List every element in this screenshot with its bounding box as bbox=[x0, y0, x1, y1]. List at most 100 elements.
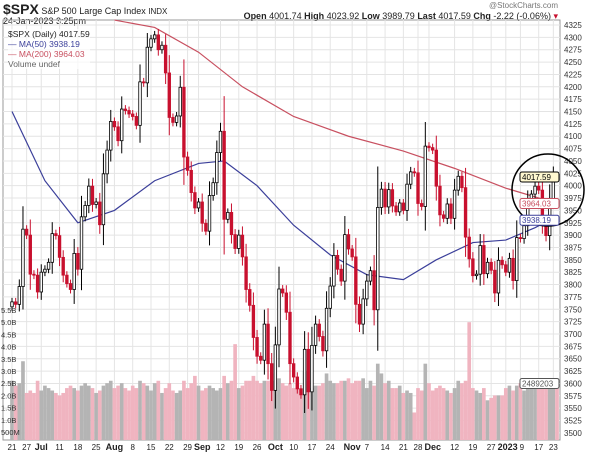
y-tick-label: 3875 bbox=[564, 243, 582, 252]
volume-bar bbox=[35, 380, 40, 440]
candle-body bbox=[522, 225, 526, 239]
y-tick-label: 4075 bbox=[564, 145, 582, 154]
candle-body bbox=[423, 145, 428, 207]
candle-body bbox=[13, 301, 18, 305]
candle-body bbox=[387, 189, 391, 208]
candle-body bbox=[302, 348, 307, 396]
volume-bar bbox=[189, 383, 194, 440]
volume-bar bbox=[507, 385, 512, 440]
volume-bar bbox=[17, 383, 22, 440]
candle-body bbox=[112, 121, 117, 128]
candle-body bbox=[372, 270, 376, 311]
volume-bar bbox=[463, 380, 468, 440]
volume-bar bbox=[43, 385, 47, 440]
volume-bar bbox=[452, 388, 457, 440]
legend-ma50: — MA(50) 3938.19 bbox=[8, 39, 80, 49]
volume-bar bbox=[247, 380, 252, 440]
volume-bar bbox=[310, 388, 314, 440]
candle-body bbox=[335, 254, 340, 270]
x-tick-label: 15 bbox=[147, 443, 156, 452]
y-tick-label: 3600 bbox=[564, 379, 582, 388]
price-tag bbox=[519, 214, 560, 226]
volume-bar bbox=[492, 395, 497, 440]
high-label: High bbox=[304, 11, 325, 21]
y-tick-label: 4050 bbox=[564, 157, 582, 166]
candle-body bbox=[240, 234, 245, 258]
candle-body bbox=[291, 363, 296, 378]
y-tick-label: 4025 bbox=[564, 169, 582, 178]
y-tick-label: 3650 bbox=[564, 355, 582, 364]
candle-body bbox=[317, 323, 321, 337]
volume-bar bbox=[514, 385, 519, 440]
candle-body bbox=[412, 171, 417, 174]
candle-body bbox=[299, 388, 303, 396]
volume-bar bbox=[295, 383, 300, 440]
candle-body bbox=[229, 211, 234, 236]
candle-body bbox=[226, 211, 230, 220]
volume-tick-label: 1.5B bbox=[1, 404, 16, 413]
last-value: 4017.59 bbox=[438, 11, 471, 21]
candle-body bbox=[87, 185, 91, 206]
volume-bar bbox=[244, 380, 248, 440]
legend-price: $SPX (Daily) 4017.59 bbox=[8, 29, 90, 39]
volume-tick-label: 4.5B bbox=[1, 330, 16, 339]
volume-bar bbox=[288, 383, 292, 440]
volume-bar bbox=[361, 378, 365, 440]
volume-bar bbox=[185, 388, 190, 440]
volume-bar bbox=[536, 383, 541, 440]
candle-body bbox=[94, 201, 98, 205]
candle-body bbox=[332, 254, 336, 287]
candle-body bbox=[280, 288, 285, 294]
candle-body bbox=[449, 203, 453, 219]
volume-bar bbox=[156, 380, 161, 440]
volume-bar bbox=[127, 390, 131, 440]
x-tick-label: 8 bbox=[130, 443, 135, 452]
candle-body bbox=[105, 149, 109, 175]
candle-body bbox=[145, 46, 150, 84]
candle-body bbox=[134, 116, 139, 126]
price-tag bbox=[519, 377, 560, 389]
volume-bar bbox=[240, 385, 245, 440]
candle-body bbox=[533, 185, 537, 195]
candle-body bbox=[116, 126, 120, 142]
candle-body bbox=[511, 257, 515, 282]
volume-bar bbox=[105, 383, 109, 440]
candle-body bbox=[416, 172, 420, 204]
candle-body bbox=[485, 261, 490, 275]
volume-bar bbox=[383, 383, 387, 440]
volume-bar bbox=[335, 383, 340, 440]
volume-bar bbox=[551, 383, 556, 440]
exchange: INDX bbox=[148, 7, 168, 16]
legend-volume: Volume undef bbox=[8, 59, 60, 69]
candle-body bbox=[270, 363, 274, 391]
y-tick-label: 3850 bbox=[564, 256, 582, 265]
candle-body bbox=[17, 286, 21, 305]
volume-bar bbox=[178, 390, 183, 440]
candle-body bbox=[313, 323, 318, 346]
candle-body bbox=[474, 273, 479, 277]
volume-bar bbox=[518, 383, 523, 440]
volume-bar bbox=[251, 375, 256, 440]
volume-bar bbox=[225, 383, 230, 440]
price-tag bbox=[519, 171, 560, 183]
volume-bar bbox=[434, 388, 439, 440]
volume-bar bbox=[332, 383, 336, 440]
volume-bar bbox=[353, 380, 358, 440]
candle-body bbox=[204, 222, 208, 232]
candle-body bbox=[193, 192, 197, 209]
candle-body bbox=[306, 348, 310, 393]
candle-body bbox=[438, 185, 442, 216]
volume-bar bbox=[427, 383, 431, 440]
timestamp: 24-Jan-2023 3:25pm bbox=[3, 16, 87, 26]
volume-bar bbox=[233, 344, 237, 440]
candle-body bbox=[441, 214, 446, 219]
candle-body bbox=[189, 169, 193, 194]
candle-body bbox=[376, 207, 380, 311]
volume-bar bbox=[101, 385, 106, 440]
candle-body bbox=[248, 289, 252, 306]
y-tick-label: 3700 bbox=[564, 330, 582, 339]
volume-bar bbox=[218, 388, 223, 440]
x-tick-label: Oct bbox=[268, 442, 283, 452]
volume-bar bbox=[500, 395, 504, 440]
volume-bar bbox=[350, 383, 354, 440]
